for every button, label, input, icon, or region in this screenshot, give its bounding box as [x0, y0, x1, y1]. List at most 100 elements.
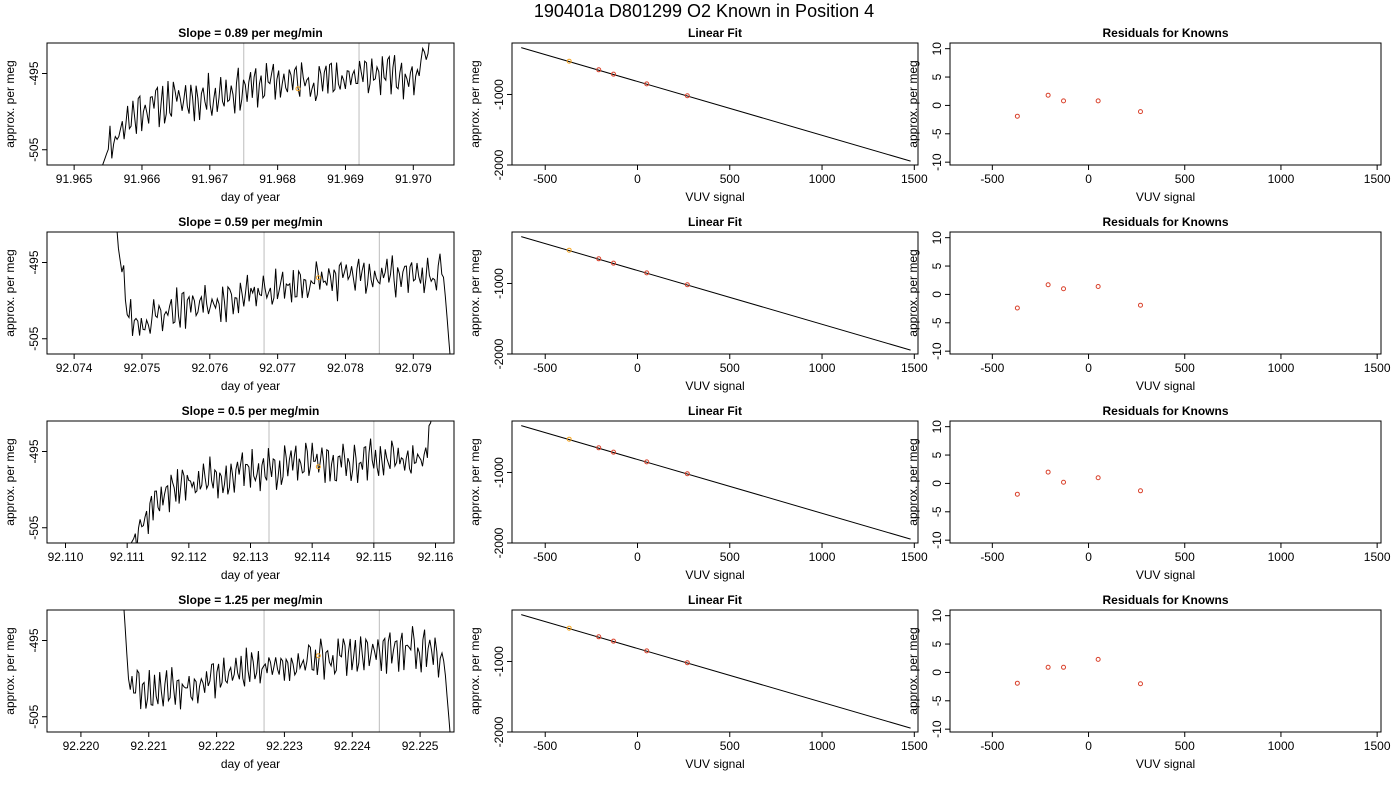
data-point	[644, 81, 650, 87]
x-axis-label: VUV signal	[685, 568, 744, 582]
plot-area	[116, 232, 451, 354]
x-tick-label: 91.967	[191, 172, 228, 186]
y-tick-label: -495	[27, 61, 41, 85]
x-tick-label: 1000	[1268, 739, 1295, 753]
plot-area	[1014, 92, 1143, 119]
data-point	[596, 445, 602, 451]
average-marker	[315, 464, 321, 470]
panel-title: Residuals for Knowns	[1102, 215, 1228, 229]
y-tick-label: 0	[930, 480, 944, 487]
x-tick-label: 0	[1085, 361, 1092, 375]
x-tick-label: 1500	[1364, 550, 1391, 564]
y-axis-ticks: -1000 -2000	[492, 79, 512, 180]
average-marker	[295, 86, 301, 92]
y-axis-ticks: -1000 -2000	[492, 268, 512, 369]
x-tick-label: 92.222	[198, 739, 235, 753]
data-point	[566, 625, 572, 631]
x-tick-label: 0	[634, 361, 641, 375]
x-axis-label: VUV signal	[685, 757, 744, 771]
panel-r2-c0: Slope = 0.5 per meg/min day of year approx…	[3, 404, 455, 582]
panel-title: Linear Fit	[688, 593, 742, 607]
x-tick-label: 0	[1085, 739, 1092, 753]
x-tick-label: 500	[1175, 550, 1195, 564]
data-point	[1095, 656, 1101, 662]
x-axis-ticks: -500 0 500 1000 1500	[980, 354, 1391, 375]
fit-line	[521, 614, 911, 729]
y-axis-ticks: -505 -495	[27, 628, 47, 729]
x-axis-ticks: 92.110 92.111 92.112 92.113 92.114 92.115 92.1…	[48, 543, 454, 564]
plot-area	[102, 43, 430, 165]
x-tick-label: 92.113	[233, 550, 269, 564]
x-tick-label: 92.114	[294, 550, 330, 564]
y-tick-label: -2000	[492, 527, 506, 558]
x-tick-label: -500	[980, 739, 1004, 753]
x-tick-label: 92.220	[63, 739, 100, 753]
x-tick-label: 91.965	[56, 172, 93, 186]
y-tick-label: -505	[27, 326, 41, 350]
data-point	[1045, 469, 1051, 475]
x-tick-label: 1000	[809, 739, 836, 753]
plot-area	[130, 421, 432, 543]
plot-frame	[949, 231, 1382, 355]
data-point	[566, 436, 572, 442]
x-axis-label: day of year	[221, 190, 280, 204]
panel-r3-c1: Linear Fit VUV signal approx. per meg -500 0…	[468, 593, 928, 771]
data-point	[1014, 113, 1020, 119]
plot-area	[521, 236, 911, 351]
y-tick-label: -5	[930, 506, 944, 517]
figure-title: 190401a D801299 O2 Known in Position 4	[534, 1, 874, 21]
x-axis-ticks: -500 0 500 1000 1500	[980, 165, 1391, 186]
panel-title: Slope = 0.59 per meg/min	[178, 215, 322, 229]
y-tick-label: 5	[930, 451, 944, 458]
data-point	[611, 449, 616, 455]
x-tick-label: 0	[1085, 172, 1092, 186]
x-tick-label: 0	[634, 172, 641, 186]
x-tick-label: -500	[980, 172, 1004, 186]
y-tick-label: -2000	[492, 149, 506, 180]
average-marker	[315, 653, 321, 659]
panel-title: Linear Fit	[688, 26, 742, 40]
y-axis-ticks: -1000 -2000	[492, 457, 512, 558]
data-point	[1061, 479, 1067, 485]
y-tick-label: 10	[930, 609, 944, 623]
x-tick-label: 1000	[809, 361, 836, 375]
x-axis-ticks: 92.074 92.075 92.076 92.077 92.078 92.079	[56, 354, 432, 375]
x-axis-ticks: -500 0 500 1000 1500	[980, 732, 1391, 753]
y-axis-label: approx. per meg	[906, 60, 920, 147]
y-axis-label: approx. per meg	[906, 249, 920, 336]
data-point	[1061, 98, 1067, 104]
y-axis-label: approx. per meg	[906, 438, 920, 525]
x-axis-ticks: -500 0 500 1000 1500	[533, 354, 928, 375]
x-tick-label: 92.225	[402, 739, 439, 753]
x-tick-label: 500	[720, 172, 740, 186]
x-tick-label: 0	[634, 739, 641, 753]
plot-frame	[949, 609, 1382, 733]
x-tick-label: 500	[1175, 739, 1195, 753]
y-tick-label: -495	[27, 628, 41, 652]
data-point	[611, 71, 616, 77]
data-point	[596, 634, 602, 640]
x-axis-label: VUV signal	[1136, 568, 1195, 582]
y-tick-label: -10	[930, 531, 944, 549]
x-tick-label: 92.112	[171, 550, 207, 564]
y-tick-label: 10	[930, 231, 944, 245]
x-axis-label: VUV signal	[1136, 190, 1195, 204]
y-tick-label: -5	[930, 128, 944, 139]
x-tick-label: 500	[720, 550, 740, 564]
x-axis-label: VUV signal	[1136, 379, 1195, 393]
data-point	[684, 660, 690, 666]
data-point	[644, 459, 650, 465]
plot-frame	[949, 42, 1382, 166]
plot-area	[1014, 282, 1143, 311]
data-point	[684, 282, 690, 288]
y-axis-label: approx. per meg	[468, 438, 482, 525]
time-series-line	[116, 232, 451, 354]
x-tick-label: 92.116	[418, 550, 454, 564]
x-axis-ticks: -500 0 500 1000 1500	[533, 165, 928, 186]
x-tick-label: 500	[1175, 361, 1195, 375]
panel-r2-c1: Linear Fit VUV signal approx. per meg -500 0…	[468, 404, 928, 582]
y-tick-label: -10	[930, 342, 944, 360]
y-axis-label: approx. per meg	[3, 438, 17, 525]
data-point	[1137, 109, 1143, 115]
y-axis-label: approx. per meg	[906, 627, 920, 714]
